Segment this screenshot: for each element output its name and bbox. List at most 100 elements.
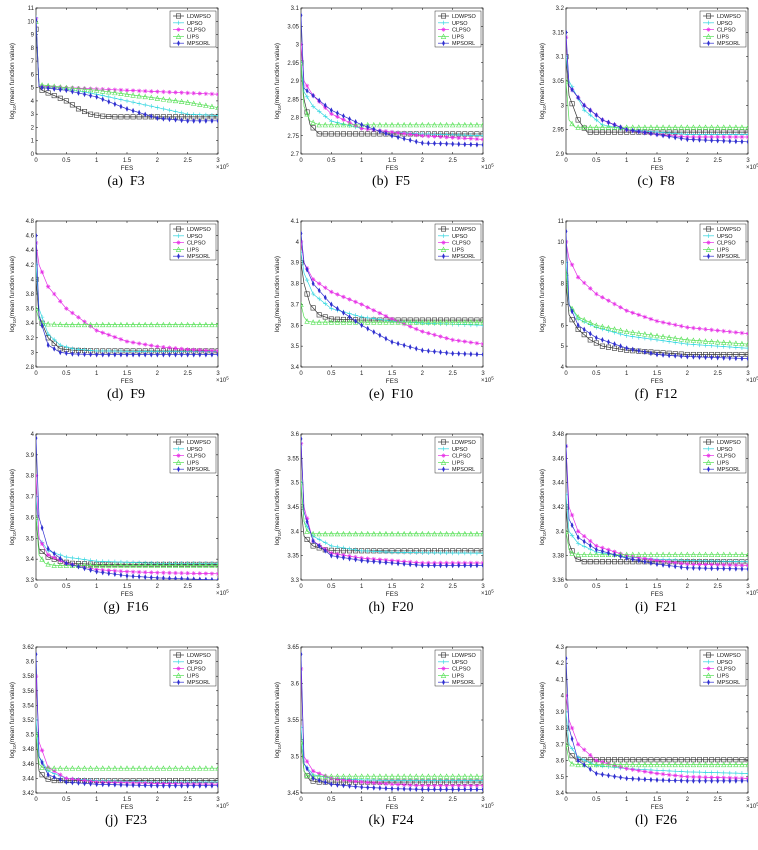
marker-clpso <box>124 569 130 574</box>
subplot-caption: (f) F12 <box>530 387 758 403</box>
series-line-lips <box>566 744 748 765</box>
marker-lips <box>581 124 587 130</box>
marker-lips <box>660 333 666 340</box>
marker-ldwpso <box>581 559 587 565</box>
marker-ldwpso <box>599 129 605 135</box>
x-tick-label: 0.5 <box>62 584 71 590</box>
y-tick-label: 4.2 <box>556 661 565 667</box>
marker-lips <box>727 551 733 557</box>
marker-upso <box>468 778 474 783</box>
marker-clpso <box>52 291 57 297</box>
marker-lips <box>437 773 444 779</box>
marker-mpsorl <box>691 565 695 571</box>
marker-upso <box>703 770 708 775</box>
legend-marker-ldwpso <box>706 439 712 445</box>
marker-mpsorl <box>649 350 653 357</box>
marker-lips <box>474 530 480 537</box>
legend-label-ldwpso: LDWPSO <box>452 14 477 20</box>
marker-clpso <box>660 771 666 777</box>
marker-lips <box>395 121 401 128</box>
marker-clpso <box>624 766 629 771</box>
legend-marker-lips <box>705 246 712 252</box>
marker-ldwpso <box>575 117 581 123</box>
marker-lips <box>191 765 197 771</box>
marker-mpsorl <box>58 555 62 562</box>
x-tick-label: 1 <box>95 797 99 803</box>
marker-clpso <box>462 339 467 344</box>
y-tick-label: 3.8 <box>26 474 35 480</box>
marker-clpso <box>64 306 69 311</box>
marker-lips <box>346 121 353 128</box>
marker-clpso <box>365 305 370 310</box>
marker-clpso <box>112 334 118 340</box>
x-tick-label: 0.5 <box>592 158 601 164</box>
marker-lips <box>437 530 444 537</box>
marker-lips <box>36 305 39 312</box>
marker-clpso <box>432 783 437 788</box>
marker-mpsorl <box>125 782 129 788</box>
marker-lips <box>154 95 161 101</box>
legend-marker-lips <box>440 33 447 39</box>
y-tick-label: 0 <box>31 152 35 158</box>
y-tick-label: 3.4 <box>291 529 300 535</box>
marker-lips <box>310 530 316 537</box>
marker-mpsorl <box>354 783 358 790</box>
y-tick-label: 3.9 <box>291 261 300 267</box>
x-tick-label: 2.5 <box>448 797 457 803</box>
legend-marker-lips <box>440 459 447 465</box>
marker-lips <box>209 103 215 109</box>
x-tick-label: 3 <box>746 158 750 164</box>
marker-mpsorl <box>174 782 177 789</box>
marker-upso <box>191 112 196 117</box>
marker-mpsorl <box>64 560 68 567</box>
marker-mpsorl <box>570 522 574 529</box>
marker-clpso <box>630 310 635 315</box>
marker-clpso <box>414 783 419 788</box>
x-tick-label: 0 <box>299 797 303 803</box>
marker-mpsorl <box>329 781 333 788</box>
marker-clpso <box>456 338 461 343</box>
marker-upso <box>414 778 419 783</box>
marker-ldwpso <box>316 312 322 318</box>
marker-upso <box>456 550 461 556</box>
caption-label: (j) <box>104 813 119 828</box>
marker-mpsorl <box>149 113 153 120</box>
marker-ldwpso <box>304 536 310 542</box>
marker-lips <box>425 121 432 128</box>
marker-clpso <box>167 570 172 576</box>
marker-mpsorl <box>390 560 394 566</box>
marker-ldwpso <box>605 344 611 350</box>
marker-upso <box>673 769 678 774</box>
marker-upso <box>582 757 587 763</box>
marker-lips <box>106 765 112 771</box>
marker-mpsorl <box>180 117 184 124</box>
legend-label-lips: LIPS <box>717 460 729 466</box>
marker-upso <box>709 770 714 775</box>
marker-upso <box>130 100 136 105</box>
legend-marker-upso <box>706 659 711 664</box>
marker-mpsorl <box>588 542 592 549</box>
marker-mpsorl <box>655 777 659 783</box>
marker-lips <box>401 773 407 779</box>
marker-lips <box>593 322 600 328</box>
marker-mpsorl <box>210 351 214 358</box>
marker-mpsorl <box>613 341 616 347</box>
marker-mpsorl <box>342 309 345 316</box>
marker-ldwpso <box>69 102 75 108</box>
marker-mpsorl <box>36 435 38 442</box>
marker-mpsorl <box>704 565 707 572</box>
marker-mpsorl <box>619 343 623 350</box>
marker-lips <box>678 551 684 557</box>
marker-lips <box>334 319 341 325</box>
marker-clpso <box>697 326 702 331</box>
marker-lips <box>443 773 450 779</box>
y-tick-label: 3.44 <box>552 481 564 487</box>
marker-lips <box>672 551 678 557</box>
legend-marker-upso <box>176 233 181 238</box>
x-tick-label: 2 <box>156 584 160 590</box>
marker-mpsorl <box>216 782 218 789</box>
legend-marker-mpsorl <box>177 679 180 686</box>
marker-clpso <box>179 90 184 95</box>
